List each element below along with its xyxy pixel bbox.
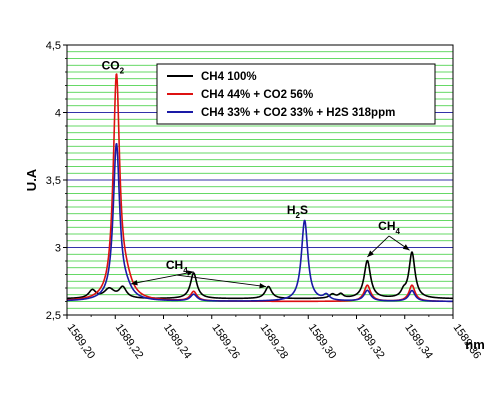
y-tick-label: 4 [55,108,61,120]
series-line-1 [66,251,454,300]
annotation-arrow [130,274,177,285]
x-tick-label: 1589,24 [161,322,194,361]
annotation-h2s: H2S [287,203,308,220]
x-axis-label: nm [465,337,485,352]
grid [67,51,453,309]
y-axis-label: U.A [24,168,39,191]
x-tick-label: 1589,32 [354,322,387,361]
arrow-head [259,283,267,289]
x-tick-label: 1589,26 [209,322,242,361]
annotation-label: CO2 [102,58,125,75]
x-tick-label: 1589,22 [113,322,146,361]
x-tick-label: 1589,20 [65,322,98,361]
arrow-head [367,250,374,257]
annotation-label: CH4 [166,258,188,275]
annotation-arrow [176,274,267,288]
x-tick-label: 1589,30 [306,322,339,361]
legend-label: CH4 44% + CO2 56% [201,89,313,101]
x-tick-label: 1589,28 [258,322,291,361]
annotations: CO2 CH4 H2S CH4 [102,58,410,289]
y-tick-label: 3 [55,243,61,255]
legend-label: CH4 100% [201,71,257,83]
legend: CH4 100% CH4 44% + CO2 56% CH4 33% + CO2 3… [156,63,436,125]
arrow-head [130,280,138,286]
y-tick-label: 3,5 [46,175,61,187]
y-tick-label: 2,5 [46,310,61,322]
legend-box [156,63,436,125]
annotation-label: CH4 [378,219,400,236]
series-line-3 [66,142,454,303]
annotation-co2: CO2 [102,58,125,75]
annotation-label: H2S [287,203,308,220]
series-lines [66,73,454,303]
x-tick-label: 1589,34 [402,322,435,361]
arrow-head [402,244,410,251]
annotation-ch4-right: CH4 [367,219,410,258]
y-tick-label: 4,5 [46,40,61,52]
legend-label: CH4 33% + CO2 33% + H2S 318ppm [201,107,395,119]
arrow-head [186,270,194,276]
annotation-ch4-left: CH4 [130,258,267,289]
